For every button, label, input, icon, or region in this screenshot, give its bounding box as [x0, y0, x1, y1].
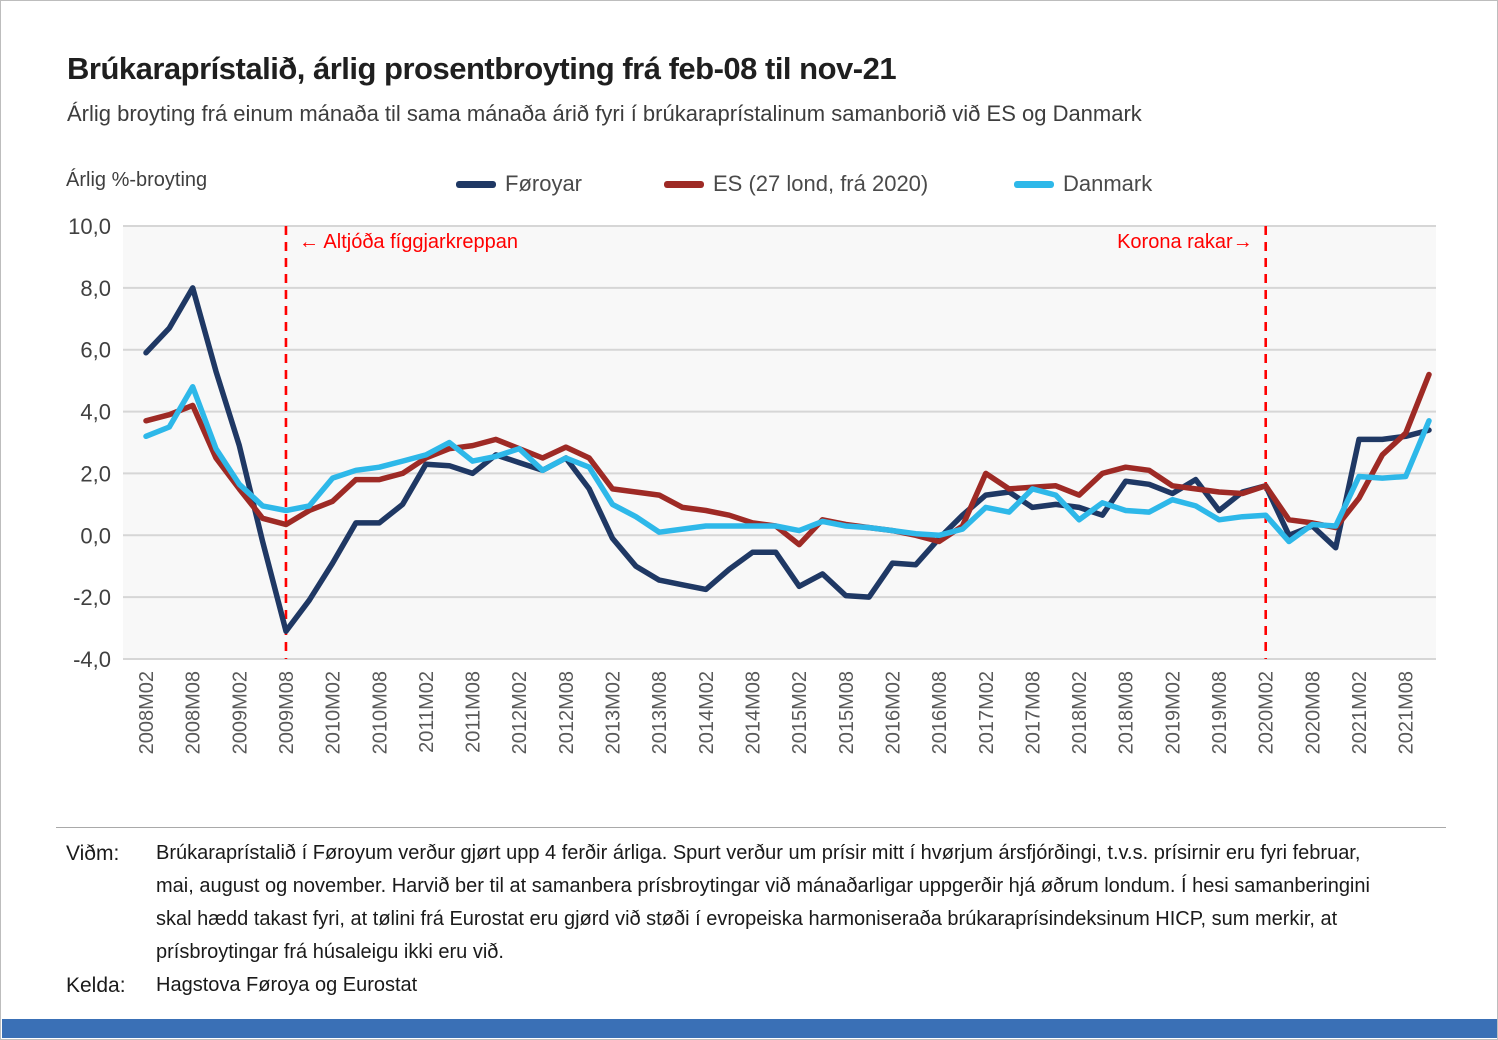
x-tick-label: 2011M02 [416, 671, 438, 753]
event-annotation: Korona rakar→ [1117, 231, 1253, 253]
x-tick-label: 2020M08 [1302, 671, 1324, 754]
x-tick-label: 2021M08 [1396, 671, 1418, 754]
y-axis-title: Árlig %-broyting [66, 169, 208, 191]
x-tick-label: 2012M08 [556, 671, 578, 754]
legend-label: Føroyar [505, 171, 582, 196]
note-line: skal hædd takast fyri, at tølini frá Eur… [156, 908, 1338, 930]
x-tick-label: 2017M08 [1022, 671, 1044, 754]
x-tick-label: 2009M02 [229, 671, 251, 754]
plot-area [123, 226, 1436, 659]
x-tick-label: 2019M08 [1209, 671, 1231, 754]
x-tick-label: 2015M08 [836, 671, 858, 754]
source-text: Hagstova Føroya og Eurostat [156, 974, 418, 996]
y-tick-label: 4,0 [80, 400, 111, 425]
y-tick-label: 2,0 [80, 461, 111, 486]
x-tick-label: 2020M02 [1256, 671, 1278, 754]
y-tick-label: -4,0 [73, 647, 111, 672]
series-line-1 [143, 285, 1432, 634]
x-tick-label: 2014M08 [743, 671, 765, 754]
y-tick-label: -2,0 [73, 585, 111, 610]
note-line: prísbroytingar frá húsaleigu ikki eru vi… [156, 941, 504, 963]
x-tick-label: 2009M08 [276, 671, 298, 754]
source-label: Kelda: [66, 974, 126, 997]
y-tick-label: 8,0 [80, 276, 111, 301]
legend-label: ES (27 lond, frá 2020) [713, 171, 929, 196]
x-tick-label: 2018M08 [1116, 671, 1138, 754]
page-title: Brúkaraprístalið, árlig prosentbroyting … [67, 51, 897, 86]
legend-swatch [664, 180, 704, 188]
y-tick-label: 10,0 [68, 216, 111, 239]
brand-bar [2, 1019, 1497, 1038]
chart-legend: Føroyar ES (27 lond, frá 2020) Danmark [1, 171, 1497, 199]
note-line: mai, august og november. Harvið ber til … [156, 875, 1370, 897]
x-tick-label: 2021M02 [1349, 671, 1371, 754]
x-tick-label: 2014M02 [696, 671, 718, 754]
footer-divider [56, 827, 1446, 828]
event-annotation: ← Altjóða fíggjarkreppan [299, 231, 518, 253]
series-line-3 [143, 384, 1432, 545]
legend-swatch [1014, 180, 1054, 188]
x-tick-label: 2008M02 [136, 671, 158, 754]
x-tick-label: 2010M02 [323, 671, 345, 754]
page-subtitle: Árlig broyting frá einum mánaða til sama… [67, 101, 1142, 126]
x-tick-label: 2010M08 [369, 671, 391, 754]
legend-item-1: Føroyar [456, 171, 582, 197]
x-tick-label: 2018M02 [1069, 671, 1091, 754]
x-tick-label: 2008M08 [183, 671, 205, 754]
series-line-2 [143, 371, 1432, 548]
y-tick-label: 0,0 [80, 523, 111, 548]
x-tick-label: 2013M02 [603, 671, 625, 754]
note-line: Brúkaraprístalið í Føroyum verður gjørt … [156, 842, 1361, 864]
legend-item-3: Danmark [1014, 171, 1152, 197]
x-tick-label: 2016M08 [929, 671, 951, 754]
y-tick-label: 6,0 [80, 338, 111, 363]
legend-label: Danmark [1063, 171, 1153, 196]
x-tick-label: 2012M02 [509, 671, 531, 754]
x-tick-label: 2011M08 [463, 671, 485, 753]
x-tick-label: 2017M02 [976, 671, 998, 754]
legend-swatch [456, 180, 496, 188]
x-tick-label: 2019M02 [1162, 671, 1184, 754]
line-chart: 10,0 8,0 6,0 4,0 2,0 0,0 -2,0 -4,0 ← Altjóða fíg… [68, 216, 1436, 754]
note-label: Viðm: [66, 842, 120, 865]
x-tick-label: 2016M02 [882, 671, 904, 754]
legend-item-2: ES (27 lond, frá 2020) [664, 171, 928, 197]
x-tick-label: 2015M02 [789, 671, 811, 754]
x-tick-label: 2013M08 [649, 671, 671, 754]
